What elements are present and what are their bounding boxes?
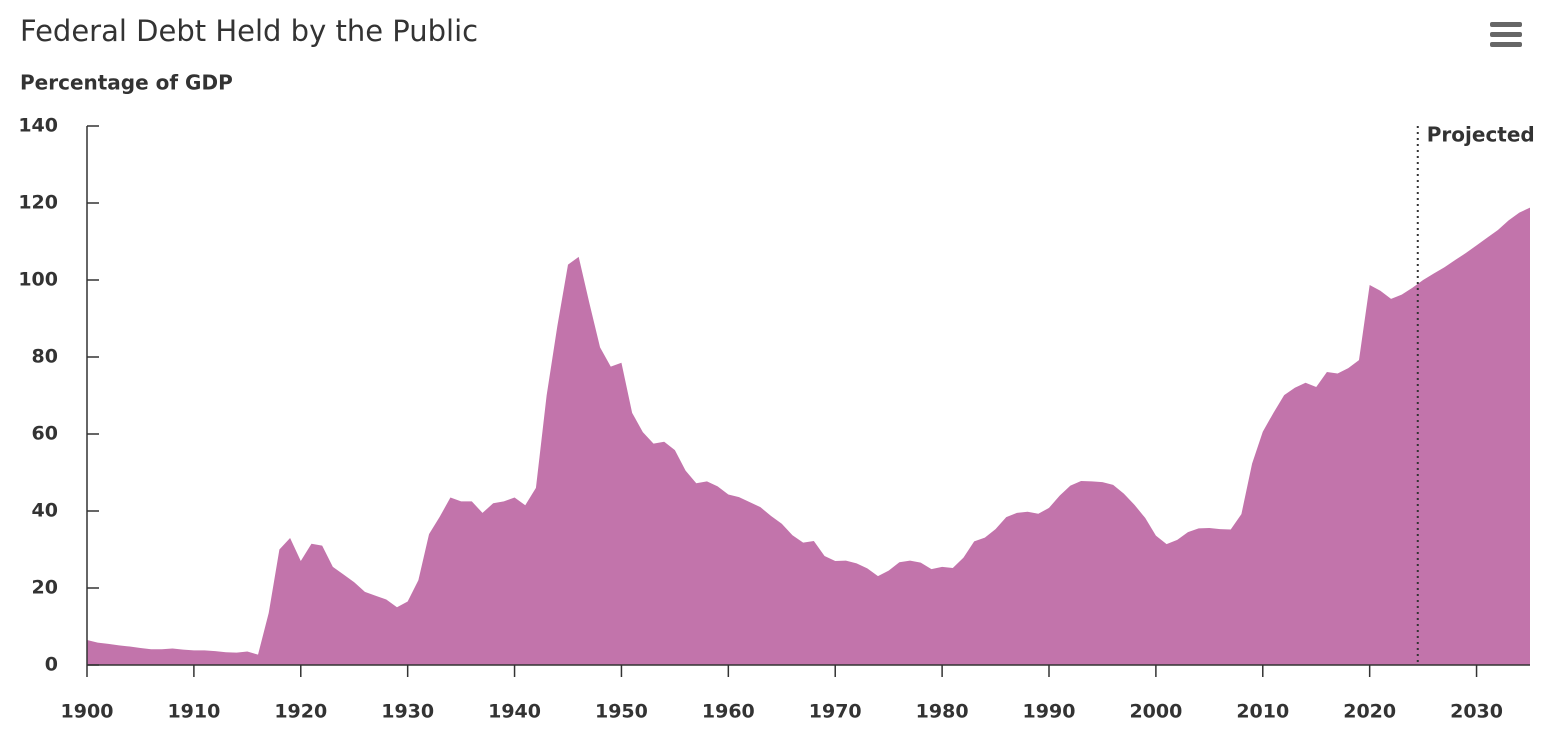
x-tick-label: 1900 (61, 701, 114, 723)
x-tick-label: 1950 (595, 701, 648, 723)
x-tick-label: 1920 (274, 701, 327, 723)
y-tick-label: 0 (45, 654, 58, 676)
area (87, 207, 1530, 665)
y-tick-label: 140 (18, 115, 58, 137)
x-tick-label: 1980 (916, 701, 969, 723)
annotation: Projected (1427, 123, 1535, 147)
y-tick-label: 120 (18, 192, 58, 214)
x-tick-label: 2000 (1129, 701, 1182, 723)
x-tick-label: 2010 (1236, 701, 1289, 723)
y-tick-label: 80 (32, 346, 58, 368)
x-tick-label: 1930 (381, 701, 434, 723)
x-tick-label: 2030 (1450, 701, 1503, 723)
x-tick-label: 1910 (167, 701, 220, 723)
y-tick-label: 40 (32, 500, 58, 522)
x-tick-label: 1990 (1023, 701, 1076, 723)
x-tick-label: 1940 (488, 701, 541, 723)
y-tick-label: 20 (32, 577, 58, 599)
x-tick-label: 1960 (702, 701, 755, 723)
x-tick-label: 1970 (809, 701, 862, 723)
y-tick-label: 60 (32, 423, 58, 445)
y-tick-label: 100 (18, 269, 58, 291)
chart-title: Federal Debt Held by the Public (20, 14, 478, 48)
y-axis-label: Percentage of GDP (20, 71, 233, 95)
menu-bar (1490, 42, 1522, 47)
x-tick-label: 2020 (1343, 701, 1396, 723)
menu-button[interactable] (1490, 22, 1522, 47)
menu-bar (1490, 22, 1522, 27)
menu-bar (1490, 32, 1522, 37)
